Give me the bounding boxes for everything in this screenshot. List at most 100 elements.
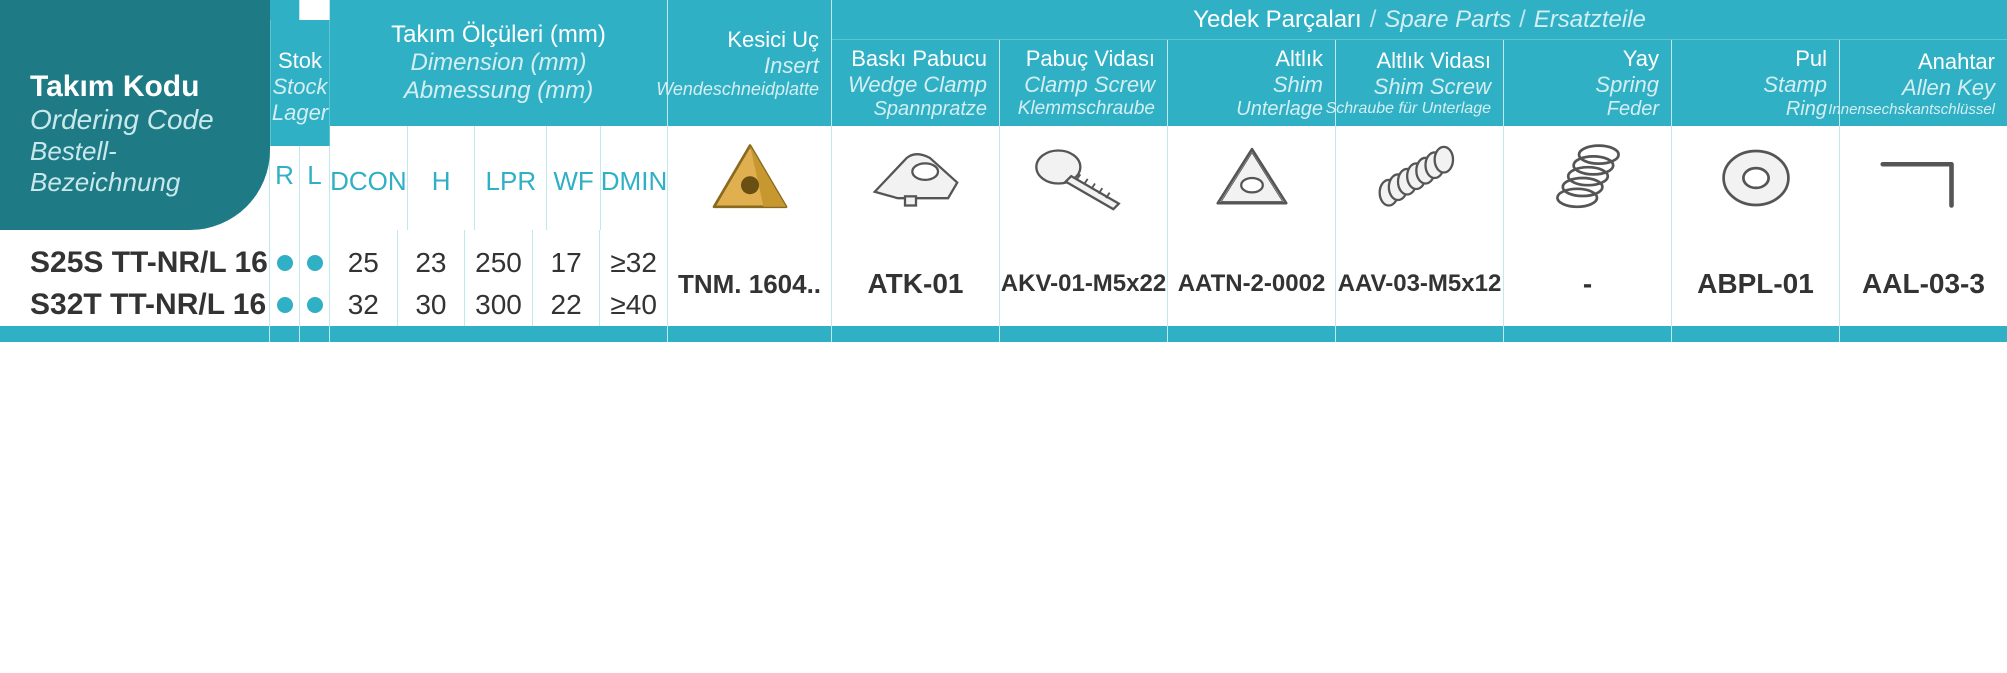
dcon-cells: 25 32 (330, 230, 398, 326)
allen-key-icon (1869, 138, 1979, 218)
shim-screw-icon (1365, 138, 1475, 218)
stock-header-span: Stok Stock Lager (270, 20, 330, 146)
dot-cell (300, 242, 329, 284)
insert-triangle-icon (705, 133, 795, 223)
dot-cell (300, 284, 329, 326)
ordering-l3: Bestell-Bezeichnung (30, 136, 250, 198)
stock-dot-icon (307, 297, 323, 313)
code-row: S25S TT-NR/L 16 (0, 242, 269, 284)
footer-stripe (1504, 326, 1671, 342)
key-header: Anahtar Allen Key Innensechskantschlüsse… (1840, 40, 2007, 126)
shim-l2: Shim (1273, 72, 1323, 98)
key-value: AAL-03-3 (1840, 230, 2007, 326)
table-cell: ≥32 (600, 242, 667, 284)
dim-header: Takım Ölçüleri (mm) Dimension (mm) Abmes… (330, 0, 667, 126)
ordering-l2: Ordering Code (30, 104, 250, 136)
table-cell: 300 (465, 284, 532, 326)
wedge-l1: Baskı Pabucu (851, 46, 987, 72)
table-cell: 23 (398, 242, 465, 284)
footer-stripe (1168, 326, 1335, 342)
wedge-code: ATK-01 (832, 242, 999, 326)
catalog-table: Takım Kodu Ordering Code Bestell-Bezeich… (0, 0, 2007, 342)
shim-l1: Altlık (1275, 46, 1323, 72)
insert-l2: Insert (764, 53, 819, 79)
wedge-value: ATK-01 (832, 230, 999, 326)
stock-dot-icon (277, 255, 293, 271)
stamp-header: Pul Stamp Ring (1672, 40, 1839, 126)
key-code: AAL-03-3 (1840, 242, 2007, 326)
stock-dot-icon (277, 297, 293, 313)
insert-column: Kesici Uç Insert Wendeschneidplatte TNM.… (668, 0, 832, 342)
stamp-value: ABPL-01 (1672, 230, 1839, 326)
dmin-cells: ≥32 ≥40 (600, 230, 667, 326)
footer-stripe (1336, 326, 1503, 342)
footer-stripe (1000, 326, 1167, 342)
shim-column: Altlık Shim Unterlage AATN-2-0002 (1168, 40, 1336, 342)
insert-code: TNM. 1604.. (668, 242, 831, 326)
shim-code: AATN-2-0002 (1168, 242, 1335, 326)
sscrew-icon-cell (1336, 126, 1503, 230)
clamp-screw-icon (1029, 138, 1139, 218)
sscrew-code: AAV-03-M5x12 (1336, 242, 1503, 326)
footer-stripe (668, 326, 831, 342)
spare-banner: Yedek Parçaları / Spare Parts / Ersatzte… (832, 0, 2007, 40)
spring-value: - (1504, 230, 1671, 326)
sscrew-l2: Shim Screw (1374, 74, 1491, 100)
cscrew-value: AKV-01-M5x22 (1000, 230, 1167, 326)
spring-code: - (1504, 242, 1671, 326)
cscrew-l2: Clamp Screw (1024, 72, 1155, 98)
key-l1: Anahtar (1918, 49, 1995, 75)
stamp-icon-cell (1672, 126, 1839, 230)
cscrew-header: Pabuç Vidası Clamp Screw Klemmschraube (1000, 40, 1167, 126)
dim-wf: WF (547, 126, 601, 236)
cscrew-l3: Klemmschraube (1018, 98, 1155, 120)
ordering-code-header: Takım Kodu Ordering Code Bestell-Bezeich… (0, 0, 270, 230)
ordering-code-column: Takım Kodu Ordering Code Bestell-Bezeich… (0, 0, 270, 342)
cscrew-icon-cell (1000, 126, 1167, 230)
stock-l2b: Stock (272, 74, 327, 100)
ring-icon (1711, 133, 1801, 223)
stock-l-cells (300, 230, 329, 326)
sscrew-column: Altlık Vidası Shim Screw Schraube für Un… (1336, 40, 1504, 342)
dim-l3: Abmessung (mm) (404, 77, 593, 105)
dim-l2: Dimension (mm) (410, 49, 586, 77)
insert-l1: Kesici Uç (727, 27, 819, 53)
sscrew-l3: Schraube für Unterlage (1326, 100, 1491, 118)
stock-r-cells (270, 230, 299, 326)
dim-lpr: LPR (475, 126, 547, 236)
footer-stripe (330, 326, 667, 342)
spare-l2: Spare Parts (1384, 6, 1511, 34)
spring-l1: Yay (1623, 46, 1659, 72)
stamp-code: ABPL-01 (1672, 242, 1839, 326)
stamp-l2: Stamp (1763, 72, 1827, 98)
insert-value: TNM. 1604.. (668, 230, 831, 326)
dim-dmin: DMIN (601, 126, 667, 236)
insert-header: Kesici Uç Insert Wendeschneidplatte (668, 0, 831, 126)
footer-stripe (300, 326, 329, 342)
spare-l3: Ersatzteile (1534, 6, 1646, 34)
spring-icon (1543, 133, 1633, 223)
wedge-clamp-icon (861, 138, 971, 218)
dimension-group: Takım Ölçüleri (mm) Dimension (mm) Abmes… (330, 0, 668, 342)
sscrew-value: AAV-03-M5x12 (1336, 230, 1503, 326)
spring-l3: Feder (1607, 98, 1659, 121)
table-cell: 30 (398, 284, 465, 326)
wedge-column: Baskı Pabucu Wedge Clamp Spannpratze ATK… (832, 40, 1000, 342)
shim-triangle-icon (1207, 133, 1297, 223)
table-cell: 17 (533, 242, 600, 284)
shim-icon-cell (1168, 126, 1335, 230)
insert-l3: Wendeschneidplatte (656, 79, 819, 100)
footer-stripe (1672, 326, 1839, 342)
table-cell: 250 (465, 242, 532, 284)
wedge-l2: Wedge Clamp (848, 72, 987, 98)
cscrew-column: Pabuç Vidası Clamp Screw Klemmschraube (1000, 40, 1168, 342)
shim-header: Altlık Shim Unterlage (1168, 40, 1335, 126)
shim-value: AATN-2-0002 (1168, 230, 1335, 326)
shim-l3: Unterlage (1236, 98, 1323, 121)
code-row: S32T TT-NR/L 16 (0, 284, 269, 326)
code-cells: S25S TT-NR/L 16 S32T TT-NR/L 16 (0, 230, 269, 326)
stamp-column: Pul Stamp Ring ABPL-01 (1672, 40, 1840, 342)
cscrew-l1: Pabuç Vidası (1026, 46, 1155, 72)
key-l2: Allen Key (1902, 75, 1995, 101)
wf-cells: 17 22 (533, 230, 601, 326)
